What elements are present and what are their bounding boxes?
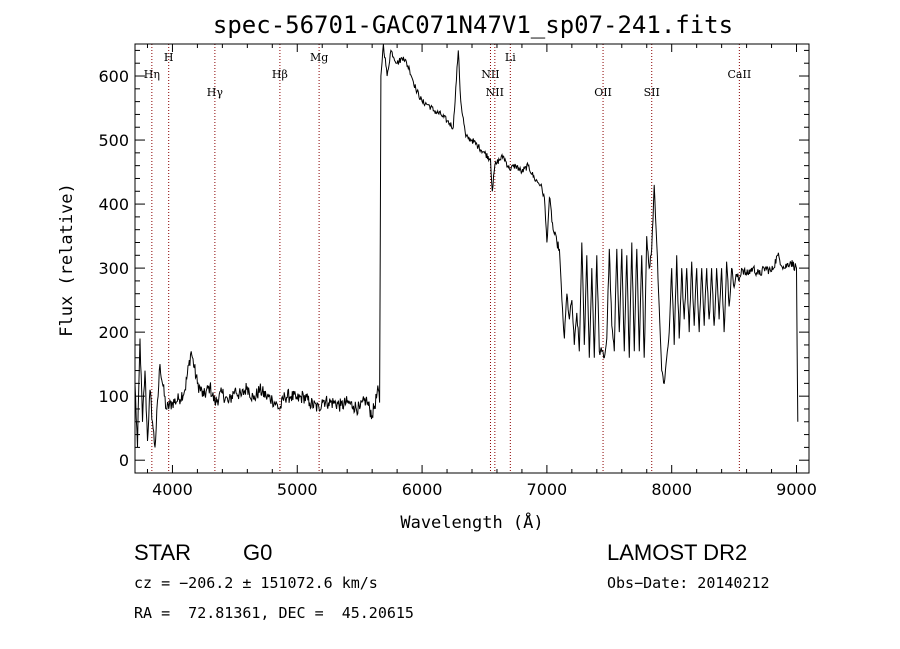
spectral-line-label: CaII	[728, 68, 752, 81]
y-tick-label: 400	[98, 195, 129, 214]
plot-frame	[134, 43, 810, 474]
x-tick-label: 4000	[152, 480, 193, 499]
y-tick-label: 0	[119, 451, 129, 470]
spectrum-line	[134, 43, 799, 448]
spectral-line-label: OII	[594, 86, 612, 99]
y-tick-label: 600	[98, 67, 129, 86]
x-tick-label: 5000	[277, 480, 318, 499]
object-class: STAR	[134, 540, 192, 565]
ra-dec-coordinates: RA = 72.81361, DEC = 45.20615	[134, 604, 414, 622]
y-tick-label: 200	[98, 323, 129, 342]
x-tick-label: 9000	[776, 480, 817, 499]
observation-date: Obs−Date: 20140212	[607, 574, 770, 592]
spectral-line-label: SII	[644, 86, 660, 99]
spectral-line-label: Hη	[144, 68, 160, 81]
x-tick-label: 7000	[527, 480, 568, 499]
spectral-line-label: Mg	[310, 51, 328, 64]
spectral-line-label: Li	[505, 51, 516, 64]
chart-title: spec-56701-GAC071N47V1_sp07-241.fits	[213, 11, 733, 39]
y-axis-label: Flux (relative)	[57, 183, 77, 337]
spectral-line-label: NII	[486, 86, 504, 99]
redshift-cz: cz = −206.2 ± 151072.6 km/s	[134, 574, 378, 592]
y-tick-label: 500	[98, 131, 129, 150]
spectral-line-label: Hβ	[272, 68, 288, 81]
spectral-line-labels: Hη H Hγ Hβ Mg NII NII Li OII SII CaII	[144, 51, 751, 99]
spectral-line-label: NII	[481, 68, 499, 81]
spectral-line-markers	[151, 44, 740, 473]
spectral-line-label: H	[164, 51, 174, 64]
y-tick-label: 100	[98, 387, 129, 406]
object-subclass: G0	[243, 540, 273, 565]
x-axis-ticks: 4000 5000 6000 7000 8000 9000	[146, 44, 817, 499]
x-tick-label: 8000	[651, 480, 692, 499]
x-tick-label: 6000	[402, 480, 443, 499]
y-axis-ticks: 0 100 200 300 400 500 600	[98, 49, 809, 470]
spectral-line-label: Hγ	[207, 86, 224, 99]
x-axis-label: Wavelength (Å)	[400, 511, 543, 533]
y-tick-label: 300	[98, 259, 129, 278]
survey-name: LAMOST DR2	[607, 540, 748, 565]
